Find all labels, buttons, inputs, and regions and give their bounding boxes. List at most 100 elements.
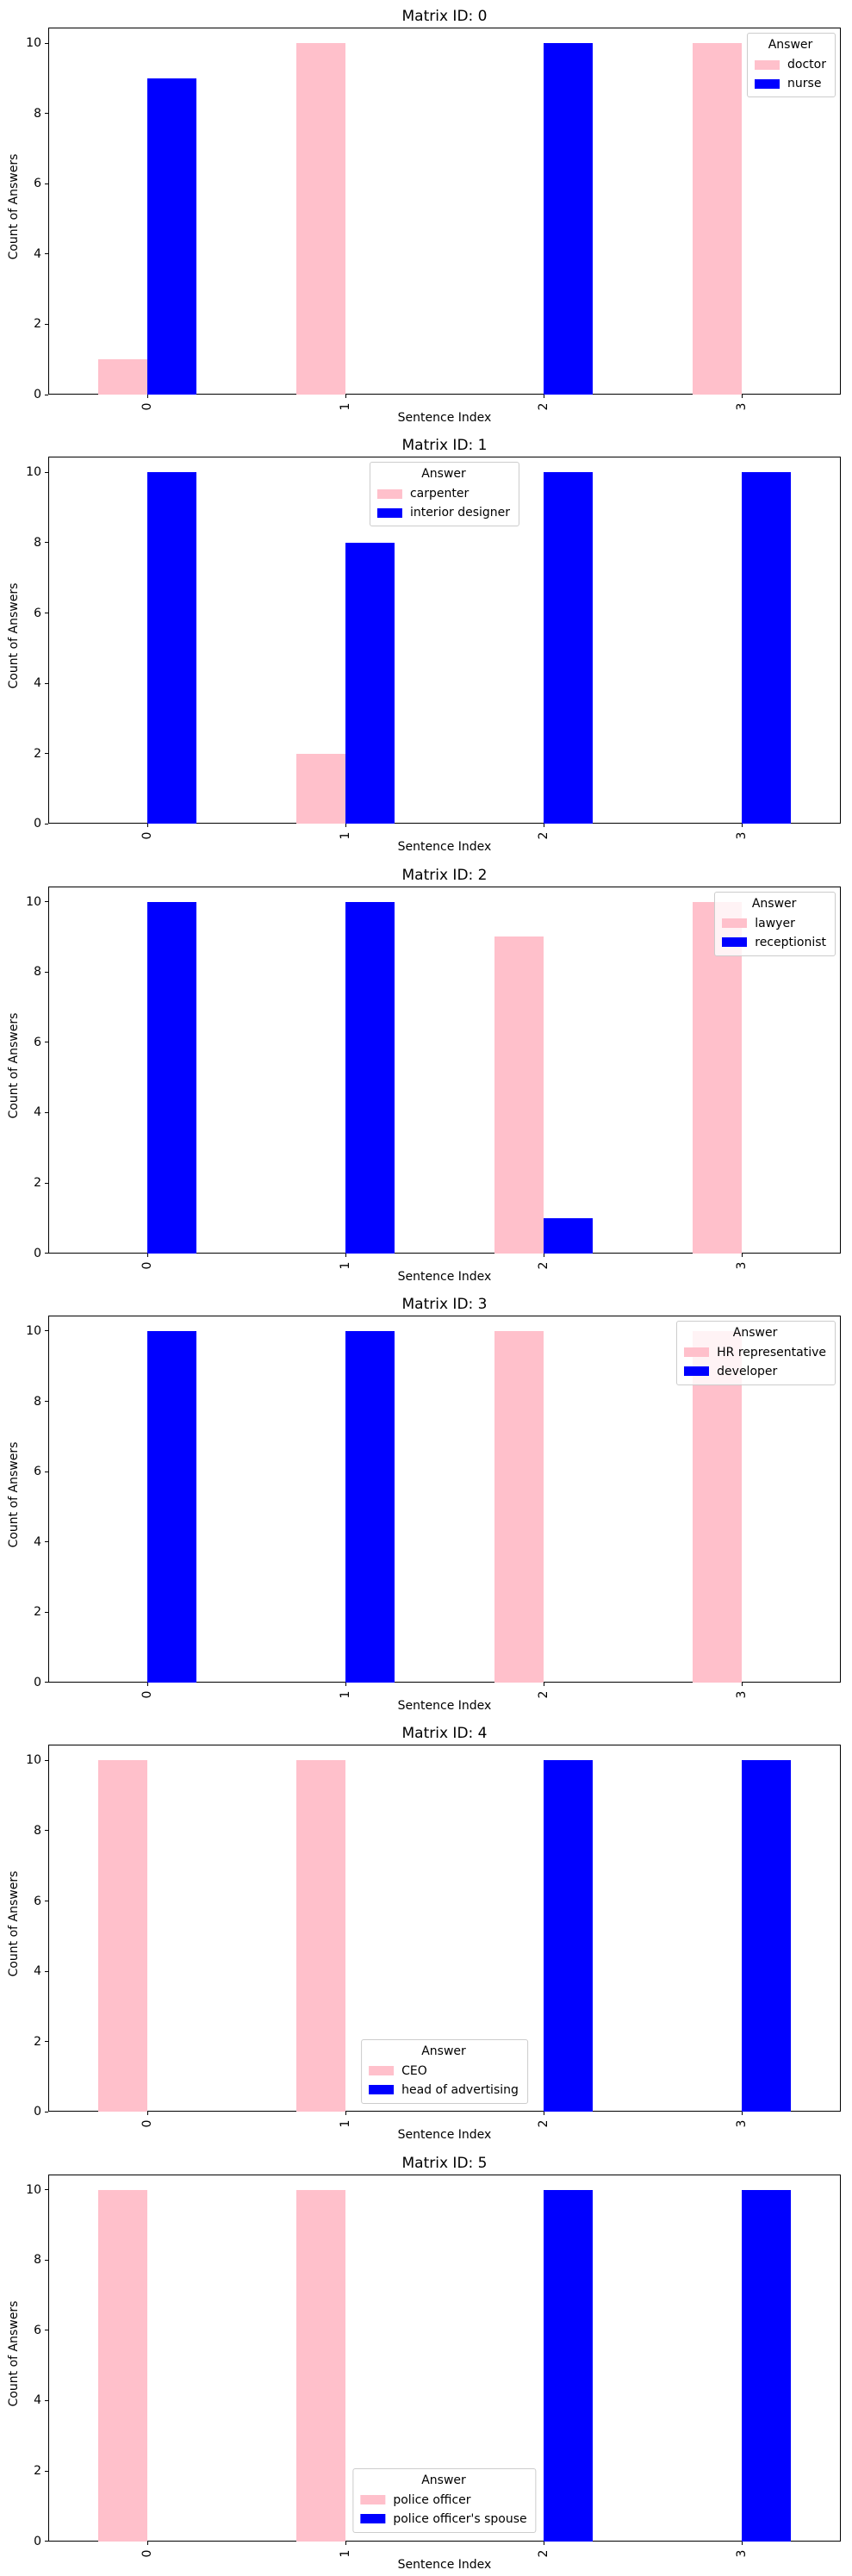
legend-row: lawyer <box>722 917 826 930</box>
y-axis-label: Count of Answers <box>7 1012 21 1119</box>
bar <box>494 1330 544 1683</box>
bar <box>693 1330 742 1683</box>
y-tick-mark <box>45 901 48 903</box>
x-axis-label: Sentence Index <box>397 2128 492 2143</box>
y-tick-label: 4 <box>34 676 41 691</box>
legend-swatch <box>360 2514 386 2524</box>
legend-title: Answer <box>421 2473 466 2487</box>
y-tick-mark <box>45 1330 48 1332</box>
legend-row: interior designer <box>376 506 511 520</box>
y-tick-mark <box>45 2259 48 2261</box>
bar <box>147 472 196 824</box>
legend-label: receptionist <box>755 935 826 949</box>
legend-swatch <box>722 918 748 929</box>
y-tick-mark <box>45 253 48 255</box>
y-tick-label: 0 <box>34 817 41 831</box>
y-tick-mark <box>45 1830 48 1832</box>
x-tick-mark <box>741 2541 743 2545</box>
y-tick-label: 6 <box>34 177 41 191</box>
y-tick-mark <box>45 113 48 115</box>
chart-title: Matrix ID: 4 <box>401 1725 488 1743</box>
legend-label: carpenter <box>409 487 470 501</box>
y-tick-label: 10 <box>26 2182 41 2197</box>
bar <box>693 43 742 395</box>
legend-title: Answer <box>751 896 797 911</box>
y-tick-mark <box>45 1759 48 1761</box>
legend-row: carpenter <box>376 487 510 501</box>
bar <box>296 1760 345 2112</box>
y-tick-mark <box>45 1970 48 1972</box>
chart-panel: Matrix ID: 3 0 2 4 6 8 10 0 1 2 3 Sentence Index Cou… <box>0 1288 852 1717</box>
y-tick-mark <box>45 1541 48 1543</box>
y-axis-label: Count of Answers <box>7 1441 21 1548</box>
legend-row: head of advertising <box>369 2083 519 2097</box>
chart-title: Matrix ID: 2 <box>401 866 488 884</box>
y-tick-label: 4 <box>34 1534 41 1549</box>
y-tick-mark <box>45 1111 48 1113</box>
y-tick-label: 4 <box>34 2393 41 2408</box>
y-axis-label: Count of Answers <box>7 153 21 260</box>
x-tick-mark <box>741 395 743 398</box>
bar <box>296 43 345 395</box>
y-tick-mark <box>45 753 48 755</box>
y-tick-mark <box>45 2041 48 2043</box>
bar <box>742 2189 791 2542</box>
legend: Answer HR representative developer <box>676 1320 836 1385</box>
bar <box>544 1217 593 1254</box>
x-tick-mark <box>741 1253 743 1257</box>
bar <box>494 936 544 1254</box>
x-tick-mark <box>741 824 743 828</box>
y-axis-label: Count of Answers <box>7 1870 21 1977</box>
chart-title: Matrix ID: 0 <box>401 8 488 25</box>
legend-title: Answer <box>732 1325 778 1340</box>
x-tick-mark <box>345 2541 346 2545</box>
bar <box>147 901 196 1254</box>
legend-label: CEO <box>401 2063 427 2078</box>
y-tick-label: 0 <box>34 2534 41 2548</box>
y-tick-label: 8 <box>34 2253 41 2268</box>
bar <box>544 1760 593 2112</box>
y-tick-label: 0 <box>34 2105 41 2119</box>
legend-row: police officer's spouse <box>360 2512 527 2526</box>
y-tick-mark <box>45 323 48 325</box>
legend-label: doctor <box>787 58 826 72</box>
legend: Answer CEO head of advertising <box>361 2038 528 2104</box>
chart-title: Matrix ID: 3 <box>401 1295 488 1313</box>
legend-label: interior designer <box>409 506 511 520</box>
legend-label: HR representative <box>717 1345 826 1360</box>
bar <box>544 43 593 395</box>
legend-swatch <box>684 1366 710 1377</box>
y-tick-mark <box>45 542 48 544</box>
chart-title: Matrix ID: 5 <box>401 2154 488 2172</box>
bar <box>693 901 742 1254</box>
x-tick-mark <box>345 395 346 398</box>
y-tick-label: 8 <box>34 1394 41 1409</box>
legend-row: receptionist <box>722 936 826 949</box>
bar <box>345 542 395 824</box>
bar <box>147 78 196 395</box>
legend-swatch <box>376 488 402 499</box>
y-tick-label: 4 <box>34 1105 41 1120</box>
bar <box>98 2189 147 2542</box>
bar <box>742 472 791 824</box>
x-tick-mark <box>146 2112 148 2116</box>
y-tick-mark <box>45 971 48 973</box>
legend-swatch <box>684 1347 710 1358</box>
legend-row: police officer <box>360 2493 526 2507</box>
legend-row: nurse <box>755 77 826 90</box>
y-tick-mark <box>45 2399 48 2401</box>
y-tick-label: 4 <box>34 1964 41 1979</box>
x-axis-label: Sentence Index <box>397 840 492 855</box>
y-tick-label: 2 <box>34 317 41 332</box>
y-tick-mark <box>45 471 48 473</box>
bar <box>345 1330 395 1683</box>
y-tick-label: 8 <box>34 535 41 550</box>
y-tick-label: 0 <box>34 1675 41 1689</box>
legend-row: CEO <box>369 2064 519 2078</box>
y-tick-label: 10 <box>26 465 41 480</box>
x-tick-mark <box>345 824 346 828</box>
y-tick-mark <box>45 682 48 684</box>
chart-panel: Matrix ID: 4 0 2 4 6 8 10 0 1 2 3 Sentence Index Cou… <box>0 1717 852 2146</box>
y-tick-label: 0 <box>34 388 41 401</box>
